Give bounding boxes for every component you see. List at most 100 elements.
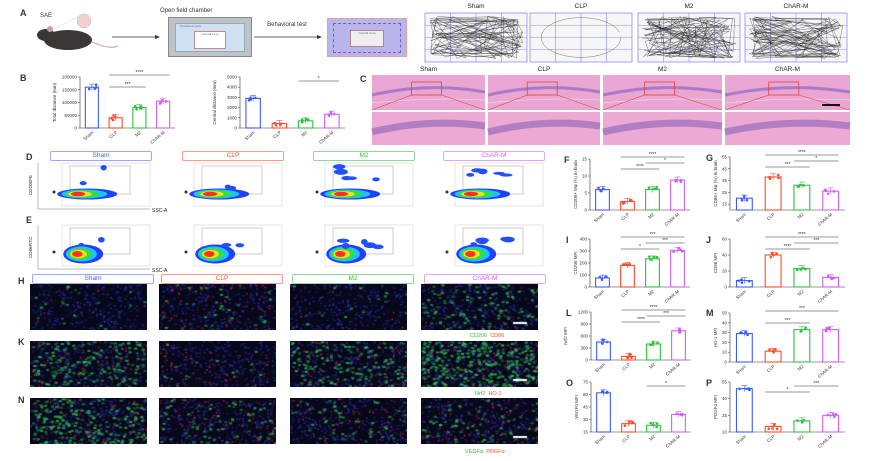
data-point (740, 278, 743, 281)
significance-label: **** (798, 232, 806, 238)
x-tick-label: CLP (621, 362, 631, 371)
data-point (249, 96, 252, 99)
data-point (599, 189, 603, 193)
data-point (827, 326, 831, 330)
if-title-charm: ChAR-M (424, 274, 546, 284)
data-point (628, 420, 631, 424)
y-tick-label: 600 (580, 334, 588, 339)
data-point (605, 340, 609, 344)
y-axis-label: CD206+ Mφ (%) in brain (573, 160, 578, 209)
data-point (630, 198, 633, 202)
data-point (830, 276, 833, 279)
if-image-n-clp (159, 398, 276, 444)
data-point (306, 118, 310, 122)
x-tick-label: M2 (647, 212, 655, 220)
panel-label-o: O (566, 378, 574, 388)
data-point (273, 121, 276, 125)
data-point (746, 333, 749, 337)
data-point (631, 421, 635, 424)
y-axis-label: HO-1 MFI (713, 328, 718, 348)
data-point (679, 180, 683, 184)
he-title-clp: CLP (537, 66, 551, 73)
x-tick-label: ChAR-M (664, 212, 681, 227)
data-point (770, 252, 774, 255)
data-point (300, 118, 304, 121)
flow-d-xlabel: SSC-A (152, 208, 168, 214)
significance-label: **** (649, 152, 657, 158)
bar-char-m (822, 329, 840, 363)
y-tick-label: 20 (722, 269, 728, 274)
data-point (737, 279, 741, 282)
legend-nrf2: Nrf2 (475, 391, 486, 397)
data-point (110, 117, 113, 120)
y-tick-label: 15 (583, 430, 589, 435)
data-point (139, 105, 143, 108)
y-tick-label: 3000 (227, 95, 238, 100)
panel-label-f: F (564, 155, 570, 165)
zoom-box (768, 81, 800, 96)
data-point (655, 255, 659, 259)
x-tick-label: ChAR-M (817, 434, 834, 449)
data-point (649, 258, 652, 261)
data-point (767, 427, 771, 430)
data-point (775, 252, 778, 255)
bar-sham (596, 392, 611, 433)
open-field-track-sham (424, 12, 528, 63)
y-tick-label: 5 (584, 191, 587, 196)
data-point (824, 189, 828, 192)
data-point (300, 120, 304, 124)
y-axis-label: Central distance (mm) (212, 80, 217, 125)
y-tick-label: 0 (234, 126, 237, 131)
bar-sham (245, 97, 261, 129)
x-tick-label: Sham (82, 130, 94, 142)
panel-label-b: B (20, 73, 27, 83)
y-tick-label: 0 (584, 208, 587, 213)
data-point (649, 421, 653, 425)
open-field-track-m2 (637, 12, 741, 63)
he-image-sham (371, 75, 486, 145)
y-tick-label: 20 (722, 340, 728, 345)
data-point (832, 190, 836, 193)
data-point (648, 255, 651, 258)
y-tick-label: 0 (74, 126, 77, 131)
data-point (274, 124, 278, 127)
data-point (630, 356, 633, 359)
y-tick-label: 10 (722, 430, 728, 435)
sae-label: SAE (40, 13, 53, 19)
x-tick-label: Sham (593, 289, 605, 301)
y-axis-label: PDGFα MFI (713, 395, 718, 419)
panel-label-j: J (706, 235, 712, 245)
y-tick-label: 10 (582, 174, 588, 179)
data-point (802, 184, 805, 187)
data-point (804, 267, 807, 271)
y-tick-label: 400 (579, 237, 587, 242)
data-point (740, 281, 744, 285)
significance-label: * (665, 381, 667, 387)
data-point (773, 423, 776, 426)
bar-clp (764, 176, 782, 211)
bar-m2 (793, 329, 811, 363)
panel-label-p: P (706, 378, 713, 388)
significance-label: **** (784, 244, 792, 250)
data-point (675, 412, 678, 416)
if-title-clp: CLP (161, 274, 283, 284)
data-point (804, 327, 807, 331)
x-tick-label: CLP (108, 130, 118, 139)
tracked-chamber: Central zone (327, 18, 407, 57)
peripheral-zone-label: Peripheral zone (180, 24, 202, 28)
panel-label-d: D (26, 152, 33, 162)
data-point (606, 390, 609, 394)
significance-label: *** (813, 381, 819, 387)
behavioral-test-label: Behavioral test (267, 22, 307, 28)
flow-title-charm: ChAR-M (443, 151, 545, 161)
data-point (94, 86, 98, 89)
data-point (629, 352, 632, 356)
x-tick-label: M2 (797, 364, 805, 372)
he-image-clp (487, 75, 601, 145)
data-point (135, 107, 138, 111)
flow-axis (37, 225, 150, 270)
data-point (304, 117, 308, 121)
